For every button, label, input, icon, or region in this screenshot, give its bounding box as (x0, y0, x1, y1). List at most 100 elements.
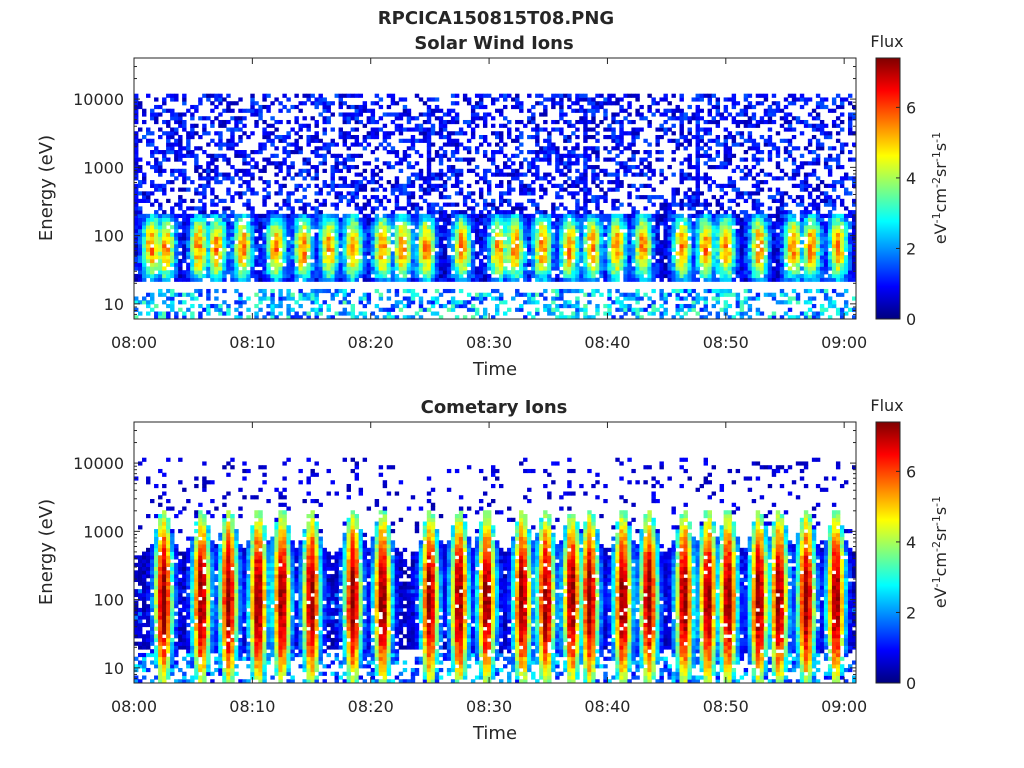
heatmap-cell (503, 191, 508, 196)
heatmap-cell (615, 180, 620, 185)
heatmap-cell (290, 255, 295, 260)
heatmap-cell (659, 273, 664, 279)
heatmap-cell (667, 225, 672, 230)
heatmap-cell (567, 270, 572, 275)
heatmap-cell (142, 119, 147, 125)
heatmap-cell (154, 97, 159, 102)
heatmap-cell (422, 221, 428, 226)
heatmap-cell (250, 150, 255, 155)
heatmap-cell (354, 217, 360, 222)
heatmap-cell (631, 232, 636, 237)
heatmap-cell (238, 303, 243, 309)
heatmap-cell (150, 296, 155, 301)
heatmap-cell (711, 296, 717, 301)
heatmap-cell (579, 232, 584, 237)
heatmap-cell (226, 270, 231, 275)
heatmap-cell (547, 217, 552, 222)
heatmap-cell (186, 277, 191, 282)
heatmap-cell (555, 292, 560, 297)
heatmap-cell (262, 195, 267, 200)
heatmap-cell (615, 161, 620, 166)
heatmap-cell (298, 262, 303, 267)
heatmap-cell (675, 202, 680, 207)
heatmap-cell (707, 146, 712, 151)
heatmap-cell (515, 232, 520, 237)
heatmap-cell (430, 228, 436, 234)
heatmap-cell (635, 273, 640, 279)
heatmap-cell (206, 228, 211, 234)
heatmap-cell (214, 236, 219, 241)
heatmap-cell (302, 225, 307, 230)
heatmap-cell (170, 210, 175, 215)
heatmap-cell (438, 168, 444, 173)
heatmap-cell (150, 228, 155, 234)
heatmap-cell (595, 202, 600, 207)
heatmap-cell (591, 228, 596, 234)
heatmap-cell (663, 240, 668, 245)
heatmap-cell (450, 108, 456, 113)
heatmap-cell (226, 142, 231, 147)
heatmap-cell (426, 247, 432, 252)
heatmap-cell (174, 262, 179, 267)
heatmap-cell (378, 255, 384, 260)
heatmap-cell (426, 187, 432, 192)
heatmap-cell (499, 198, 504, 203)
heatmap-cell (314, 255, 319, 260)
heatmap-cell (695, 221, 700, 226)
heatmap-cell (458, 270, 464, 275)
heatmap-cell (454, 210, 460, 215)
heatmap-cell (531, 112, 536, 117)
heatmap-cell (302, 232, 307, 237)
heatmap-cell (138, 240, 143, 245)
heatmap-cell (426, 277, 432, 282)
heatmap-cell (579, 247, 584, 252)
heatmap-cell (571, 266, 576, 271)
heatmap-cell (707, 97, 712, 102)
heatmap-cell (266, 123, 271, 128)
heatmap-cell (306, 123, 311, 128)
heatmap-cell (210, 119, 215, 125)
heatmap-cell (190, 240, 195, 245)
heatmap-cell (378, 97, 384, 102)
heatmap-cell (711, 213, 717, 219)
heatmap-cell (174, 93, 179, 98)
heatmap-cell (398, 131, 404, 136)
heatmap-cell (390, 93, 396, 98)
heatmap-cell (286, 168, 291, 173)
heatmap-cell (619, 138, 624, 143)
heatmap-cell (190, 292, 195, 297)
heatmap-cell (587, 247, 592, 252)
heatmap-cell (591, 135, 596, 140)
heatmap-cell (366, 180, 372, 185)
heatmap-cell (162, 315, 167, 319)
heatmap-cell (350, 311, 356, 316)
heatmap-cell (551, 183, 556, 188)
heatmap-cell (627, 225, 632, 230)
heatmap-cell (294, 273, 299, 279)
heatmap-cell (386, 165, 392, 170)
heatmap-cell (587, 97, 592, 102)
heatmap-cell (687, 142, 692, 147)
heatmap-cell (535, 266, 540, 271)
heatmap-cell (138, 266, 143, 271)
heatmap-cell (591, 172, 596, 177)
heatmap-cell (703, 307, 708, 312)
heatmap-cell (567, 300, 572, 305)
heatmap-cell (579, 172, 584, 177)
heatmap-cell (715, 247, 721, 252)
heatmap-cell (567, 123, 572, 128)
heatmap-cell (635, 300, 640, 305)
heatmap-cell (619, 247, 624, 252)
heatmap-cell (182, 236, 187, 241)
heatmap-cell (535, 243, 540, 249)
heatmap-cell (322, 273, 327, 279)
heatmap-cell (643, 221, 648, 226)
heatmap-cell (482, 255, 488, 260)
heatmap-cell (186, 262, 191, 267)
heatmap-cell (663, 232, 668, 237)
heatmap-cell (318, 153, 323, 158)
heatmap-cell (206, 296, 211, 301)
heatmap-cell (186, 266, 191, 271)
heatmap-cell (470, 240, 476, 245)
heatmap-cell (695, 195, 700, 200)
